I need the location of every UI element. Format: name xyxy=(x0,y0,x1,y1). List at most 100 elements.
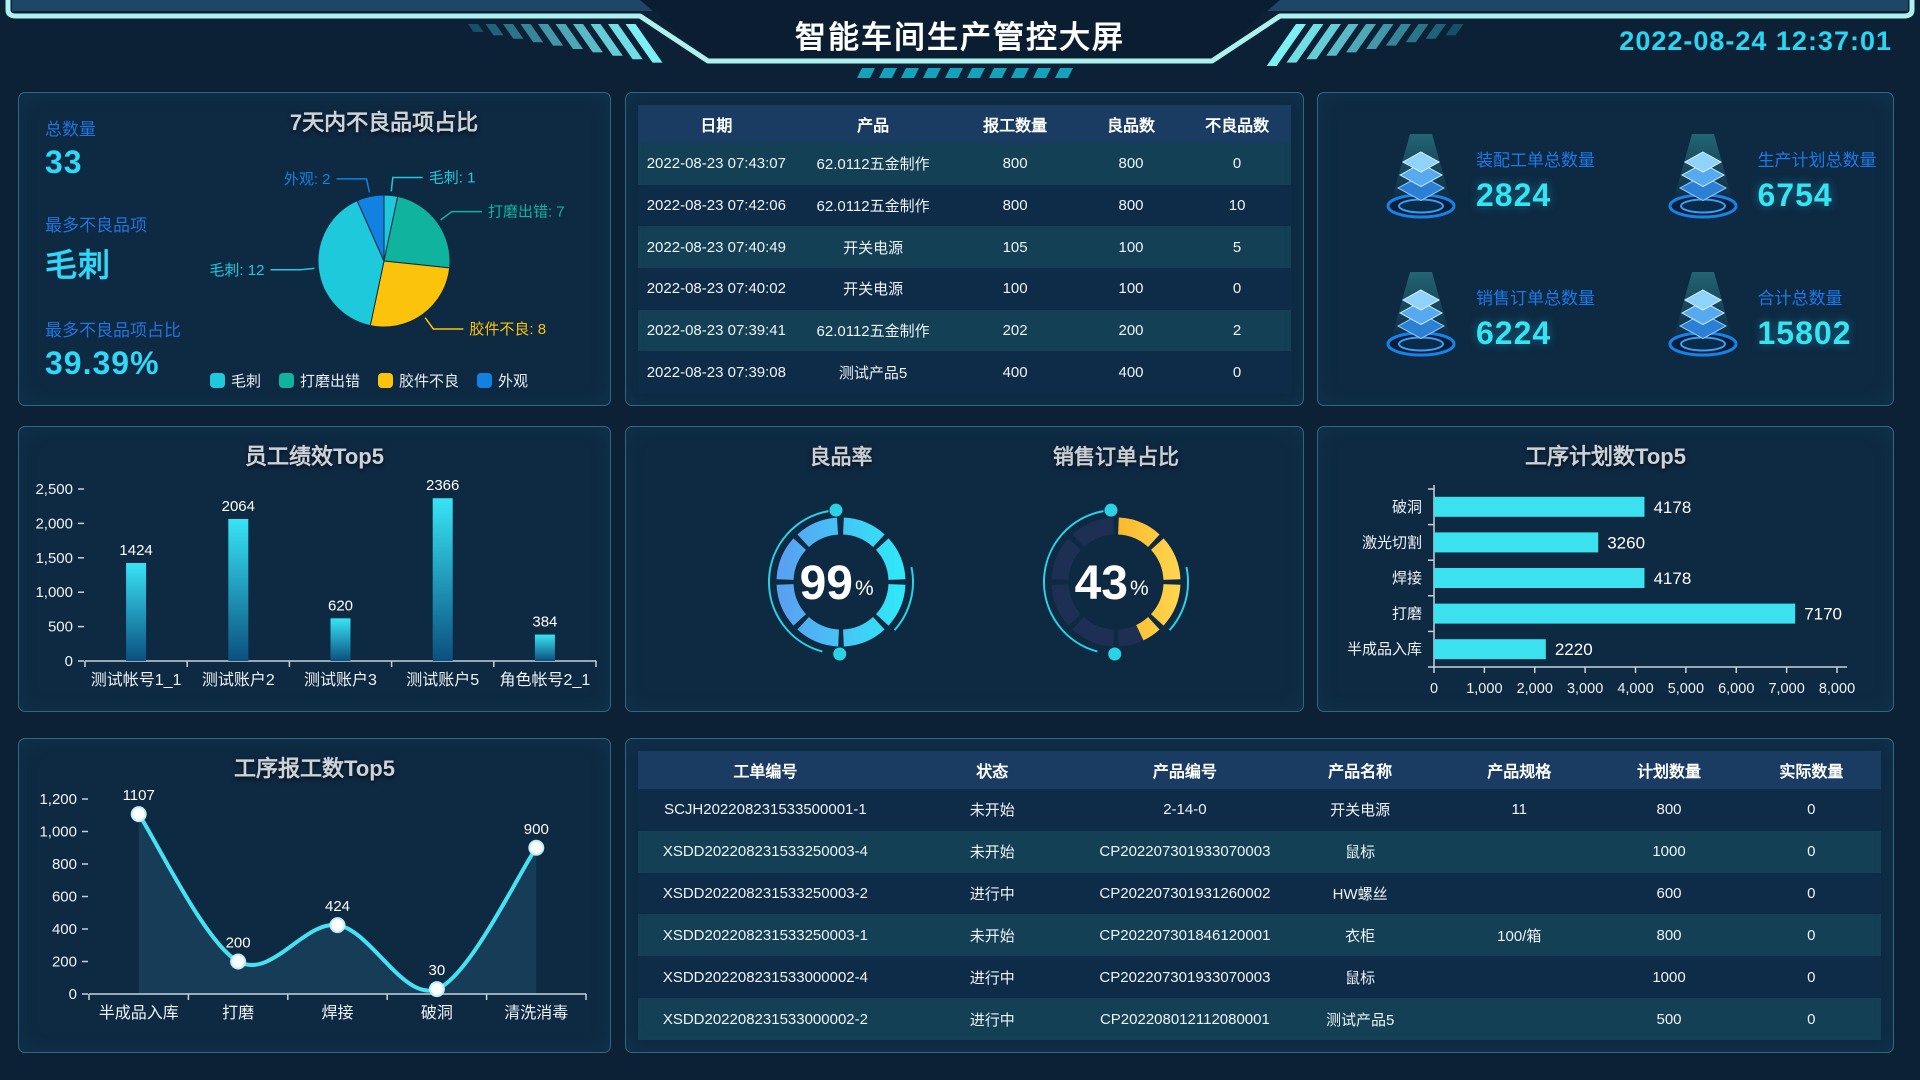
header-stripe xyxy=(1306,24,1341,60)
layers-icon-svg xyxy=(1386,271,1456,356)
gauge-track-segment xyxy=(1072,616,1115,647)
y-tick-label: 600 xyxy=(52,889,77,906)
card-label: 合计总数量 xyxy=(1757,289,1843,308)
table-cell: 测试产品5 xyxy=(838,364,908,382)
x-tick-label: 4,000 xyxy=(1617,681,1653,697)
panel-title: 员工绩效Top5 xyxy=(245,444,384,469)
card-sales-orders: 销售订单总数量 6224 xyxy=(1324,249,1606,387)
header-stripe xyxy=(1266,24,1306,66)
y-tick-label: 1,000 xyxy=(39,824,77,841)
bar xyxy=(126,563,147,661)
legend-item: 打磨出错 xyxy=(278,370,360,391)
x-tick-label: 3,000 xyxy=(1567,681,1603,697)
gauge-value-segment xyxy=(776,583,807,626)
line-chart-svg: 0 200 400 600 800 1,000 1,200 1107 半成品入库 200 打磨 424… xyxy=(39,787,587,1022)
yield-gauge-chart: 99% xyxy=(736,477,946,692)
header-stripe xyxy=(468,24,484,32)
table-cell: CP202207301933070003 xyxy=(1099,968,1271,986)
panel-report-table: 日期 产品 报工数量 良品数 不良品数 2022-08-23 07:43:07 62.011… xyxy=(625,92,1304,406)
table-cell: CP202207301846120001 xyxy=(1099,926,1271,944)
stat-value: 毛刺 xyxy=(45,247,112,283)
table-row: 2022-08-23 07:43:07 62.0112五金制作 800 800 0 xyxy=(638,143,1291,185)
table-cell: 2022-08-23 07:39:41 xyxy=(646,322,786,340)
card-value: 2824 xyxy=(1476,177,1552,213)
category-label: 测试账户3 xyxy=(304,671,377,689)
header-dash xyxy=(945,68,963,78)
gauge-title: 良品率 xyxy=(809,446,873,469)
table-cell: 2022-08-23 07:40:49 xyxy=(646,238,786,256)
table-cell: 500 xyxy=(1656,1010,1682,1028)
header-dash xyxy=(901,68,919,78)
bar xyxy=(1434,568,1645,588)
header-stripe xyxy=(1346,24,1376,53)
table-cell: XSDD202208231533000002-2 xyxy=(662,1010,868,1028)
header-dash xyxy=(879,68,897,78)
legend-label: 外观 xyxy=(498,373,529,390)
gauge-value-segment xyxy=(797,616,840,647)
table-cell: 2022-08-23 07:42:06 xyxy=(646,197,786,214)
legend-swatch xyxy=(477,373,493,388)
category-label: 角色帐号2_1 xyxy=(500,671,591,689)
header-stripe xyxy=(1366,24,1394,49)
column-header: 工单编号 xyxy=(733,764,798,781)
point-value-label: 30 xyxy=(429,962,446,979)
gauge-decor-arc xyxy=(1043,510,1104,653)
icon-layer xyxy=(1680,300,1725,325)
bar-chart-svg: 0 500 1,000 1,500 2,000 2,500 1424 测试帐号1_1 2064 测… xyxy=(35,477,597,689)
pie-label: 胶件不良: 8 xyxy=(469,321,546,338)
gauge-value: 43 xyxy=(1075,557,1128,610)
report-table: 日期 产品 报工数量 良品数 不良品数 2022-08-23 07:43:07 62.011… xyxy=(638,105,1291,394)
column-header: 状态 xyxy=(976,764,1009,781)
icon-pedestal-inner xyxy=(1679,198,1726,213)
pie-legend: 毛刺 打磨出错 胶件不良 外观 xyxy=(169,370,569,391)
category-label: 破洞 xyxy=(1392,499,1422,516)
stat-top-ratio: 最多不良品项占比 39.39% xyxy=(45,316,255,382)
table-row: 2022-08-23 07:40:02 开关电源 100 100 0 xyxy=(638,268,1291,310)
gauge-unit: % xyxy=(855,577,874,600)
panel-defect-items: 7天内不良品项占比 总数量 33 最多不良品项 毛刺 最多不良品项占比 39.3… xyxy=(18,92,611,406)
table-cell: 62.0112五金制作 xyxy=(816,323,930,341)
gauge-decor-arc xyxy=(1168,566,1189,631)
table-cell: 800 xyxy=(1656,926,1682,944)
table-cell: 0 xyxy=(1807,801,1816,819)
legend-label: 毛刺 xyxy=(230,373,261,390)
column-header: 计划数量 xyxy=(1637,764,1702,781)
table-cell: 400 xyxy=(1118,363,1144,381)
table-cell: 100 xyxy=(1118,280,1144,298)
pie-slice xyxy=(317,200,385,327)
bar-value-label: 2220 xyxy=(1555,640,1593,659)
data-point xyxy=(428,981,445,998)
table-cell: 0 xyxy=(1807,885,1816,903)
card-assembly-orders: 装配工单总数量 2824 xyxy=(1324,111,1606,249)
gauge-value-segment xyxy=(875,583,906,626)
table-cell: 800 xyxy=(1002,197,1028,214)
header-stripe xyxy=(555,24,583,49)
column-header: 良品数 xyxy=(1106,118,1155,135)
icon-pedestal-inner xyxy=(1398,198,1444,213)
card-value: 15802 xyxy=(1757,315,1852,351)
column-header: 产品 xyxy=(857,118,890,135)
gauge-value-segment xyxy=(1135,616,1160,641)
report-line-chart: 0 200 400 600 800 1,000 1,200 1107 半成品入库 200 打磨 424… xyxy=(19,739,610,1052)
table-cell: XSDD202208231533250003-1 xyxy=(662,926,868,944)
table-row: 2022-08-23 07:39:08 测试产品5 400 400 0 xyxy=(638,351,1291,394)
column-header: 报工数量 xyxy=(983,118,1048,135)
header-stripe xyxy=(1405,24,1429,43)
icon-layer xyxy=(1678,312,1727,339)
layers-icon-svg xyxy=(1386,133,1456,218)
category-label: 半成品入库 xyxy=(99,1004,179,1022)
gauge-dot xyxy=(1108,647,1122,661)
gauge-value-segment xyxy=(797,517,839,548)
card-text: 合计总数量 15802 xyxy=(1758,284,1852,352)
defect-pie-chart: 毛刺: 1 打磨出错: 7 胶件不良: 8 毛刺: 12 外观: 2 xyxy=(19,93,610,405)
defect-stats: 总数量 33 最多不良品项 毛刺 最多不良品项占比 39.39% xyxy=(45,115,255,405)
bar xyxy=(330,618,351,661)
stat-label: 最多不良品项 xyxy=(45,216,147,235)
legend-item: 外观 xyxy=(477,370,528,391)
table-cell: 200 xyxy=(1118,322,1144,340)
table-cell: 400 xyxy=(1002,363,1028,381)
table-cell: 600 xyxy=(1656,885,1682,903)
sales-gauge-chart: 43% xyxy=(1011,477,1221,692)
table-cell: SCJH202208231533500001-1 xyxy=(664,801,867,819)
category-label: 打磨 xyxy=(1392,606,1422,623)
